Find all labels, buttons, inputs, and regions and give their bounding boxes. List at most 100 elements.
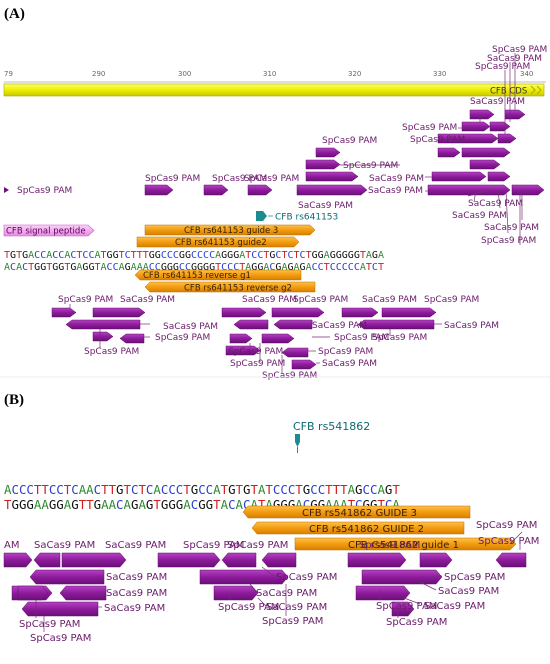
guide-rs641153-g2[interactable]: CFB rs641153 guide2 [136, 236, 300, 248]
label-leader-line [403, 597, 421, 605]
panel-a-lower-pam-arrow[interactable] [341, 307, 379, 318]
panel-a-upper-pam-arrow[interactable] [469, 159, 501, 170]
panel-a-upper-pam-arrow[interactable] [427, 184, 511, 196]
guide-rs541862-g2[interactable]: CFB rs541862 GUIDE 2 [251, 521, 465, 535]
panel-a-lower-pam-arrow[interactable] [261, 333, 295, 344]
ruler-tick-320: 320 [348, 70, 361, 78]
panel-b-pam-label: SaCas9 PAM [105, 540, 166, 551]
panel-b-pam-arrow[interactable] [61, 552, 127, 568]
panel-b-pam-arrow[interactable] [419, 552, 453, 568]
panel-a-lower-pam-label: SpCas9 PAM [84, 347, 139, 357]
panel-a-pam-labels: SpCas9 PAM SaCas9 PAM SpCas9 PAM SaCas9 PAM… [17, 45, 547, 381]
panel-a-lower-pam-label: SpCas9 PAM [262, 371, 317, 381]
panel-a-upper-pam-label: SpCas9 PAM [17, 186, 72, 196]
panel-a-lower-pam-arrow[interactable] [92, 331, 114, 342]
panel-a-upper-pam-arrow[interactable] [305, 159, 341, 170]
label-leader-line [419, 581, 437, 591]
panel-a-label-leaders [69, 53, 523, 374]
panel-b-pam-arrow[interactable] [199, 569, 289, 585]
panel-b-pam-arrow[interactable] [261, 552, 297, 568]
guide-rs541862-g1[interactable]: CFB rs541862 guide 1 [294, 537, 517, 551]
panel-a-upper-pam-label: SaCas9 PAM [452, 211, 507, 221]
panel-a-lower-pam-arrow[interactable] [51, 307, 77, 318]
panel-a-upper-pam-arrow[interactable] [461, 147, 511, 158]
panel-a-lower-pam-arrow[interactable] [291, 359, 317, 370]
panel-b-pam-arrow[interactable] [157, 552, 221, 568]
panel-b-pam-arrow[interactable] [33, 552, 61, 568]
panel-b-pam-arrow[interactable] [221, 552, 257, 568]
panel-a-lower-pam-arrow[interactable] [273, 319, 313, 330]
panel-a-upper-pam-arrow[interactable] [489, 121, 511, 132]
panel-a-upper-pam-arrow[interactable] [511, 184, 545, 196]
panel-a-upper-pam-arrow[interactable] [144, 184, 174, 196]
sequence-bottom-strand: ACACTGGTGGTGAGGTACCAGAAACCGGGCCGGGGTCCCT… [4, 262, 384, 273]
panel-a-upper-pam-label: SaCas9 PAM [470, 97, 525, 107]
guide-rs641153-reverse-g2[interactable]: CFB rs641153 reverse g2 [144, 281, 316, 294]
panel-a-upper-pam-arrow[interactable] [203, 184, 229, 196]
panel-a-upper-pam-arrow[interactable] [296, 184, 368, 196]
panel-a-upper-pam-label: SaCas9 PAM [298, 201, 353, 211]
panel-a-lower-pam-label: SpCas9 PAM [230, 359, 285, 369]
panel-a-upper-pam-arrow[interactable] [247, 184, 273, 196]
panel-b-pam-arrow[interactable] [21, 601, 99, 617]
panel-a-edge-pam-arrow[interactable] [4, 187, 9, 193]
panel-a-lower-pam-arrow[interactable] [119, 333, 145, 344]
panel-a-lower-pam-arrow[interactable] [233, 319, 269, 330]
panel-a-lower-pam-arrow[interactable] [381, 307, 437, 318]
guide-rs641153-reverse-g1[interactable]: CFB rs641153 reverse g1 [134, 269, 302, 281]
panel-a-lower-pam-arrow[interactable] [271, 307, 325, 318]
panel-a-upper-pam-arrow[interactable] [315, 147, 341, 158]
signal-peptide-feature[interactable]: CFB signal peptide [3, 224, 95, 237]
panel-a-upper-pam-arrow[interactable] [461, 121, 491, 132]
panel-b-pam-arrow[interactable] [355, 585, 411, 601]
panel-b-pam-label: SpCas9 PAM [444, 572, 505, 583]
panel-a-lower-pam-arrow[interactable] [221, 307, 267, 318]
panel-b-pam-arrow[interactable] [391, 601, 415, 617]
panel-b-pam-arrow[interactable] [213, 585, 259, 601]
panel-b-pam-label: AM [4, 540, 19, 551]
panel-b-label: (B) [4, 392, 24, 408]
panel-a-lower-pam-arrow[interactable] [65, 319, 141, 330]
panel-a-lower-pam-arrow[interactable] [225, 345, 261, 356]
cds-feature[interactable]: CFB CDS [3, 83, 545, 97]
guide-rs541862-g3[interactable]: CFB rs541862 GUIDE 3 [242, 505, 471, 519]
sequence-panel-a: TGTGACCACCACTCCATGGTCTTTGGCCCGGCCCCAGGGA… [4, 250, 384, 273]
panel-a-lower-pam-arrow[interactable] [281, 347, 309, 358]
snp-rs541862-marker[interactable]: CFB rs541862 [293, 420, 370, 453]
panel-a-upper-pam-arrow[interactable] [497, 133, 517, 144]
panel-a-upper-pam-arrow[interactable] [431, 171, 487, 182]
panel-a-upper-pam-arrow[interactable] [437, 147, 461, 158]
ruler-tick-330: 330 [433, 70, 446, 78]
panel-b-pam-arrow[interactable] [3, 552, 33, 568]
panel-a-upper-pam-arrow[interactable] [305, 171, 359, 182]
panel-a-lower-pam-label: SpCas9 PAM [372, 333, 427, 343]
ruler-tick-290: 290 [92, 70, 105, 78]
panel-b-pam-label: SaCas9 PAM [106, 572, 167, 583]
panel-b-pam-arrow[interactable] [361, 569, 443, 585]
panel-b-pam-arrow[interactable] [29, 569, 105, 585]
panel-b-pam-arrow[interactable] [347, 552, 407, 568]
panel-a-lower-pam-arrow[interactable] [357, 319, 435, 330]
guide-rs641153-g3[interactable]: CFB rs641153 guide 3 [144, 224, 316, 236]
label-leader-line [473, 189, 477, 203]
panel-a-upper-pam-arrow[interactable] [469, 109, 495, 120]
signal-peptide-label: CFB signal peptide [6, 227, 86, 237]
sequence-b-bottom-strand: TGGGAAGGAGTTGAACAGAGTGGGACGGTACACATAGGGA… [4, 497, 400, 512]
panel-a-upper-pam-arrow[interactable] [487, 171, 511, 182]
ruler: 79 290 300 310 320 330 340 [4, 70, 546, 83]
panel-b-pam-arrow[interactable] [59, 585, 107, 601]
panel-a-label: (A) [4, 6, 25, 22]
sequence-top-strand: TGTGACCACCACTCCATGGTCTTTGGCCCGGCCCCAGGGA… [4, 250, 384, 261]
panel-a-upper-pam-arrow[interactable] [504, 109, 526, 120]
snp-rs641153-marker[interactable]: CFB rs641153 [256, 211, 338, 223]
panel-b-pam-arrow[interactable] [495, 552, 527, 568]
panel-b-pam-arrow[interactable] [17, 585, 49, 601]
panel-a-lower-pam-label: SpCas9 PAM [318, 347, 373, 357]
panel-a-lower-pam-arrow[interactable] [92, 307, 146, 318]
guide-rs641153-g3-label: CFB rs641153 guide 3 [184, 226, 278, 236]
panel-a-lower-pam-arrow[interactable] [229, 333, 253, 344]
panel-a-upper-pam-label: SpCas9 PAM [481, 236, 536, 246]
panel-b-pam-label: SpCas9 PAM [376, 601, 437, 612]
panel-a-upper-pam-label: SaCas9 PAM [368, 186, 423, 196]
panel-a-upper-pam-label: SpCas9 PAM [145, 174, 200, 184]
